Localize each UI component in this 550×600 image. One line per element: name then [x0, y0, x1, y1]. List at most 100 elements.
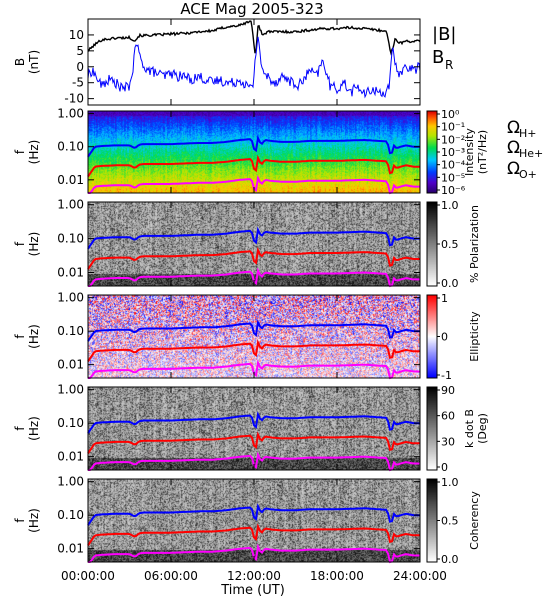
legend-omega-subscript-0: H+ — [519, 127, 537, 140]
x-axis-label: Time (UT) — [220, 583, 285, 598]
panel-frame-5 — [87, 478, 421, 563]
chart-title: ACE Mag 2005-323 — [180, 0, 323, 18]
panel-frame-4 — [87, 386, 421, 471]
colorbar-tick-label-3-1: 0 — [441, 331, 448, 344]
gyro-line-Hplus-2 — [87, 226, 420, 250]
colorbar-tick-label-1-2: 10⁻² — [441, 133, 465, 146]
y-label-unit-2: (Hz) — [27, 232, 41, 257]
gyro-line-Hplus-3 — [87, 319, 420, 342]
series-line-b-r — [87, 36, 421, 99]
colorbar-tick-label-4-3: 0 — [441, 461, 448, 474]
legend-b-r-subscript: R — [445, 58, 453, 72]
y-tick-label-1-1: 0.10 — [57, 140, 84, 154]
y-label-unit-3: (Hz) — [27, 324, 41, 349]
colorbar-tick-label-1-1: 10⁻¹ — [441, 121, 465, 134]
colorbar-frame-4 — [426, 386, 438, 471]
gyro-line-Heplus-4 — [87, 431, 420, 454]
legend-omega-subscript-1: He+ — [519, 147, 543, 160]
y-label-2: f — [13, 241, 27, 246]
b-y-tick-label-1: 5 — [76, 44, 84, 58]
y-tick-label-3-1: 0.10 — [57, 324, 84, 338]
legend-b-r: B — [432, 47, 444, 68]
series-line-b-magnitude — [87, 20, 421, 56]
b-y-tick-label-3: -5 — [72, 76, 84, 90]
colorbar-tick-label-4-0: 90 — [441, 384, 455, 397]
panel-frame-2 — [87, 201, 421, 287]
y-label-unit-5: (Hz) — [27, 508, 41, 533]
y-tick-label-3-0: 1.00 — [57, 291, 84, 305]
legend-omega-1: Ω — [507, 138, 520, 158]
colorbar-label-unit-1: (nT²/Hz) — [476, 130, 489, 174]
colorbar-tick-label-1-3: 10⁻³ — [441, 146, 465, 159]
x-tick-label-0: 00:00:00 — [61, 569, 115, 583]
panel-frame-1 — [87, 110, 421, 194]
gyro-line-Heplus-5 — [87, 523, 420, 546]
y-tick-label-4-2: 0.01 — [57, 450, 84, 464]
y-tick-label-2-1: 0.10 — [57, 232, 84, 246]
colorbar-3 — [427, 295, 437, 378]
b-y-tick-label-2: 0 — [76, 60, 84, 74]
colorbar-tick-label-5-0: 1.0 — [441, 476, 459, 489]
x-axis: 00:00:00 06:00:00 12:00:00 18:00:00 24:00:00 — [61, 569, 447, 583]
y-tick-label-4-0: 1.00 — [57, 383, 84, 397]
panel-frame-3 — [87, 294, 421, 379]
colorbar-tick-label-2-2: 0.0 — [441, 277, 459, 290]
colorbar-tick-label-5-1: 0.5 — [441, 515, 459, 528]
gyro-line-Heplus-1 — [87, 154, 420, 178]
colorbar-tick-label-4-2: 30 — [441, 435, 455, 448]
gyro-line-Hplus-4 — [87, 411, 420, 434]
colorbar-tick-label-1-5: 10⁻⁵ — [441, 171, 465, 184]
colorbar-label-2: % Polarization — [468, 205, 481, 283]
y-label-3: f — [13, 334, 27, 339]
colorbar-1 — [427, 111, 437, 193]
y-tick-label-5-2: 0.01 — [57, 542, 84, 556]
panel-frame-0 — [87, 18, 421, 106]
colorbar-label-3: Ellipticity — [468, 311, 481, 362]
x-tick-label-1: 06:00:00 — [144, 569, 198, 583]
x-tick-label-2: 12:00:00 — [227, 569, 281, 583]
legend-omega-0: Ω — [507, 118, 520, 138]
gyro-line-Hplus-1 — [87, 134, 420, 158]
colorbar-label-1: Intensity — [463, 128, 476, 176]
gyro-line-Heplus-2 — [87, 246, 420, 270]
y-label-4: f — [13, 426, 27, 431]
gyro-line-Heplus-3 — [87, 339, 420, 362]
y-label-unit-1: (Hz) — [27, 140, 41, 165]
colorbar-tick-label-3-0: 1 — [441, 292, 448, 305]
y-tick-label-1-2: 0.01 — [57, 173, 84, 187]
colorbar-tick-label-5-2: 0.0 — [441, 553, 459, 566]
y-tick-label-4-1: 0.10 — [57, 416, 84, 430]
colorbar-tick-label-1-4: 10⁻⁴ — [441, 159, 466, 172]
x-tick-label-3: 18:00:00 — [310, 569, 364, 583]
colorbar-4 — [427, 387, 437, 470]
y-tick-label-1-0: 1.00 — [57, 107, 84, 121]
colorbar-5 — [427, 479, 437, 562]
b-y-tick-label-4: -10 — [64, 92, 84, 106]
y-label-unit-4: (Hz) — [27, 416, 41, 441]
colorbar-tick-label-1-0: 10⁰ — [441, 108, 460, 121]
gyro-line-Hplus-5 — [87, 503, 420, 526]
colorbar-tick-label-2-1: 0.5 — [441, 238, 459, 251]
legend-omega-2: Ω — [507, 159, 520, 179]
x-tick-label-4: 24:00:00 — [393, 569, 447, 583]
y-tick-label-5-0: 1.00 — [57, 475, 84, 489]
colorbar-label-4: k dot B — [463, 409, 476, 448]
colorbar-label-5: Coherency — [468, 491, 481, 550]
y-tick-label-2-0: 1.00 — [57, 198, 84, 212]
legend-omega-subscript-2: O+ — [519, 168, 537, 181]
colorbar-tick-label-1-6: 10⁻⁶ — [441, 184, 466, 197]
colorbar-tick-label-3-2: -1 — [441, 369, 452, 382]
colorbar-tick-label-2-0: 1.0 — [441, 199, 459, 212]
y-label-1: f — [13, 149, 27, 154]
b-y-label: B — [13, 58, 27, 66]
colorbar-tick-label-4-1: 60 — [441, 410, 455, 423]
colorbar-label-unit-4: (Deg) — [476, 413, 489, 444]
y-tick-label-3-2: 0.01 — [57, 358, 84, 372]
colorbar-2 — [427, 202, 437, 286]
legend-b-magnitude: |B| — [432, 24, 456, 45]
y-tick-label-2-2: 0.01 — [57, 266, 84, 280]
y-tick-label-5-1: 0.10 — [57, 508, 84, 522]
b-y-tick-label-0: 10 — [69, 28, 84, 42]
